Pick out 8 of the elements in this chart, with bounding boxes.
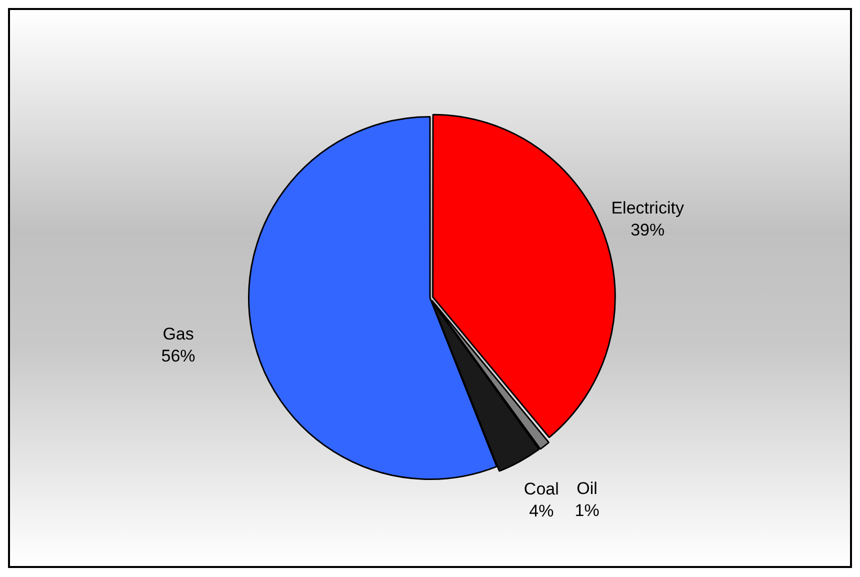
data-label: 39% — [630, 220, 665, 240]
slice-label: Gas — [162, 324, 194, 344]
data-label: 1% — [574, 501, 600, 520]
slice-label: Oil — [576, 479, 598, 498]
slice-label: Electricity — [611, 198, 684, 218]
data-label: 56% — [161, 346, 196, 366]
slice-label: Coal — [524, 479, 559, 498]
data-label: 4% — [529, 501, 554, 520]
